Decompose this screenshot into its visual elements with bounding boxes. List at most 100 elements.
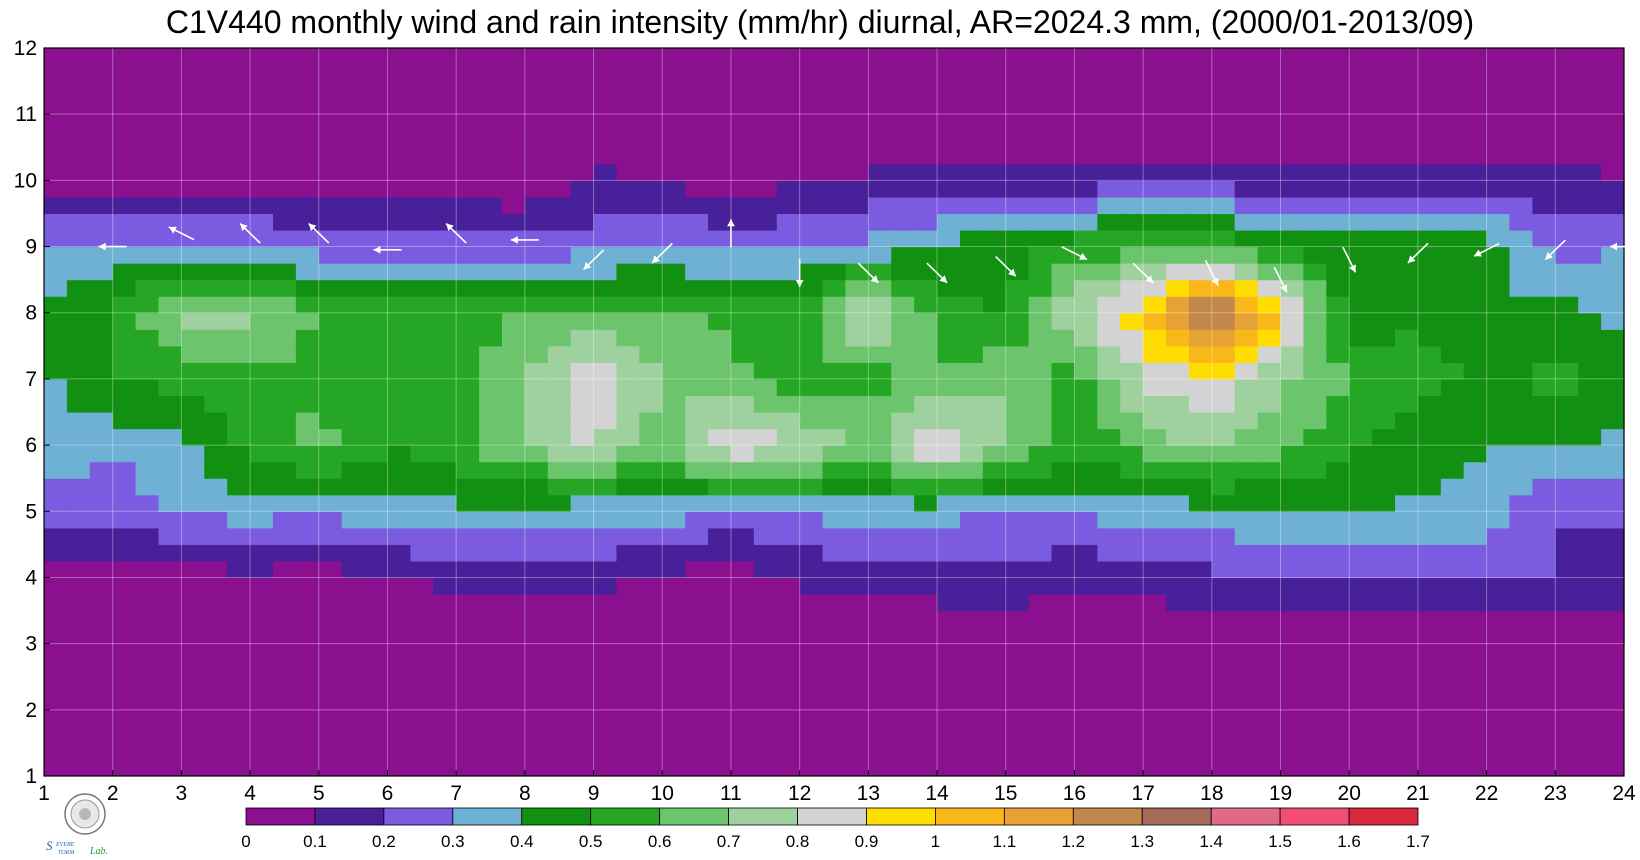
field-cell	[112, 362, 137, 380]
field-cell	[318, 163, 343, 181]
field-cell	[1601, 296, 1625, 314]
field-cell	[456, 230, 480, 248]
field-cell	[914, 461, 938, 479]
field-cell	[1188, 560, 1213, 579]
x-tick-label: 2	[107, 782, 119, 805]
x-tick-label: 1	[38, 782, 50, 805]
field-cell	[708, 345, 732, 363]
field-cell	[845, 445, 869, 463]
field-cell	[1578, 511, 1602, 529]
field-cell	[1120, 395, 1144, 413]
field-cell	[639, 279, 663, 297]
field-cell	[66, 627, 91, 645]
field-cell	[982, 594, 1007, 612]
field-cell	[708, 213, 732, 231]
field-cell	[845, 395, 869, 413]
field-cell	[479, 560, 503, 579]
field-cell	[1509, 296, 1534, 314]
field-cell	[227, 445, 251, 463]
field-cell	[1509, 130, 1534, 148]
field-cell	[181, 163, 205, 181]
field-cell	[410, 527, 434, 545]
field-cell	[776, 610, 801, 628]
field-cell	[845, 130, 869, 148]
x-tick-label: 15	[994, 782, 1017, 805]
field-cell	[1303, 594, 1327, 612]
field-cell	[1005, 130, 1030, 148]
field-cell	[1074, 577, 1098, 595]
field-cell	[501, 378, 526, 397]
field-cell	[1074, 114, 1098, 132]
field-cell	[1005, 263, 1030, 281]
field-cell	[1349, 577, 1373, 595]
field-cell	[1074, 312, 1098, 330]
field-cell	[479, 163, 503, 181]
field-cell	[1555, 163, 1579, 181]
field-cell	[341, 114, 366, 132]
field-cell	[1486, 544, 1511, 562]
field-cell	[1555, 577, 1579, 595]
field-cell	[1234, 163, 1259, 181]
field-cell	[66, 180, 91, 198]
field-cell	[66, 577, 91, 595]
field-cell	[456, 279, 480, 297]
field-cell	[822, 345, 847, 363]
field-cell	[1257, 461, 1282, 479]
field-cell	[1028, 395, 1053, 413]
field-cell	[204, 312, 228, 330]
field-cell	[1601, 445, 1625, 463]
x-tick-label: 3	[176, 782, 188, 805]
field-cell	[456, 163, 480, 181]
field-cell	[1051, 428, 1076, 446]
field-cell	[135, 395, 160, 413]
field-cell	[272, 511, 297, 529]
field-cell	[181, 627, 205, 645]
field-cell	[1188, 312, 1213, 330]
field-cell	[1120, 478, 1144, 496]
y-tick-label: 5	[25, 500, 37, 523]
field-cell	[1120, 428, 1144, 446]
field-cell	[456, 445, 480, 463]
field-cell	[89, 428, 114, 446]
field-cell	[1188, 296, 1213, 314]
field-cell	[524, 230, 549, 248]
field-cell	[433, 494, 457, 512]
field-cell	[181, 461, 205, 479]
field-cell	[1417, 461, 1442, 479]
field-cell	[524, 345, 549, 363]
field-cell	[272, 494, 297, 512]
field-cell	[914, 163, 938, 181]
field-cell	[1120, 445, 1144, 463]
field-cell	[364, 577, 389, 595]
field-cell	[250, 329, 274, 347]
field-cell	[799, 610, 824, 628]
field-cell	[982, 312, 1007, 330]
field-cell	[1280, 527, 1305, 545]
field-cell	[1578, 130, 1602, 148]
field-cell	[1005, 445, 1030, 463]
field-cell	[1555, 461, 1579, 479]
field-cell	[1280, 345, 1305, 363]
field-cell	[822, 329, 847, 347]
field-cell	[456, 312, 480, 330]
field-cell	[44, 378, 68, 397]
field-cell	[1234, 412, 1259, 430]
field-cell	[1532, 180, 1556, 198]
field-cell	[822, 213, 847, 231]
field-cell	[982, 230, 1007, 248]
field-cell	[639, 610, 663, 628]
field-cell	[1440, 163, 1465, 181]
field-cell	[181, 180, 205, 198]
field-cell	[1280, 196, 1305, 215]
field-cell	[250, 147, 274, 165]
field-cell	[1601, 196, 1625, 215]
field-cell	[776, 594, 801, 612]
axis-ticks: 1 2 3 4 5 6 7 8 9 10 11 12 13 14 15 16 17 18 19 20 21 22 23 241…	[14, 37, 1636, 805]
field-cell	[1440, 395, 1465, 413]
field-cell	[822, 378, 847, 397]
colorbar-swatch	[314, 807, 385, 826]
field-cell	[685, 230, 709, 248]
field-cell	[1097, 345, 1121, 363]
field-cell	[1005, 312, 1030, 330]
colorbar-label: 0.5	[579, 832, 603, 851]
